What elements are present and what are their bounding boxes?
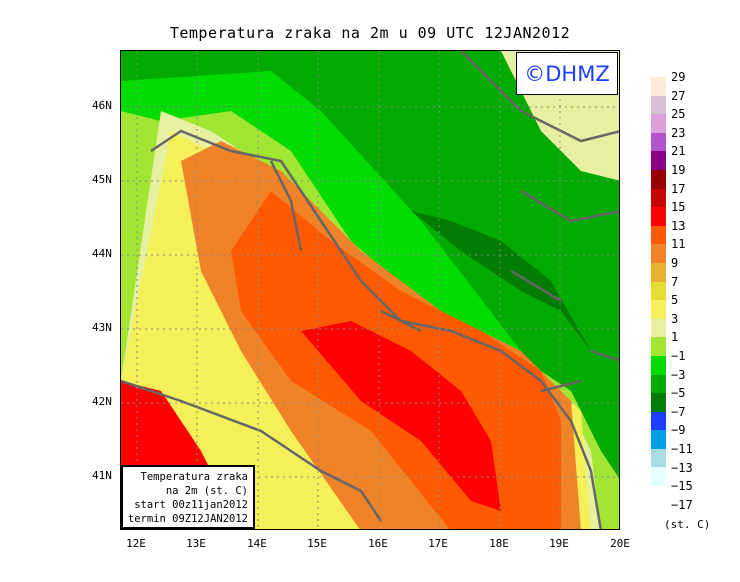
lon-label: 19E: [549, 537, 569, 550]
legend-label: 17: [671, 181, 686, 196]
legend-label: 5: [671, 293, 679, 308]
legend-swatch: [651, 300, 666, 319]
info-line: start 00z11jan2012: [134, 499, 248, 511]
legend-swatch: [651, 448, 666, 468]
legend-label: 11: [671, 237, 686, 252]
legend-swatch: [651, 114, 666, 133]
mountain-cold-area: [411, 211, 591, 351]
lat-label: 41N: [92, 469, 112, 482]
lon-label: 12E: [126, 537, 146, 550]
legend-swatch: [651, 132, 666, 152]
info-line: termin 09Z12JAN2012: [127, 513, 248, 525]
legend-swatch: [651, 262, 666, 282]
temperature-map: [120, 50, 620, 530]
legend-swatch: [651, 318, 666, 338]
map-title: Temperatura zraka na 2m u 09 UTC 12JAN20…: [169, 24, 571, 42]
lon-label: 16E: [368, 537, 388, 550]
legend-label: −15: [671, 479, 693, 494]
graticule: [121, 51, 619, 529]
legend-label: 15: [671, 200, 686, 215]
lat-label: 44N: [92, 247, 112, 260]
borders: [121, 51, 619, 522]
legend-label: −1: [671, 349, 686, 363]
lat-label: 45N: [92, 173, 112, 186]
legend-swatch: [651, 169, 666, 189]
info-line: Temperatura zraka: [140, 471, 248, 483]
legend-label: 7: [671, 274, 679, 289]
legend-swatch: [651, 430, 666, 449]
legend-swatch: [651, 151, 666, 170]
legend-label: 13: [671, 218, 686, 233]
legend-label: −11: [671, 442, 693, 456]
legend-label: −5: [671, 386, 686, 401]
legend-swatch: [651, 95, 666, 115]
legend-label: 29: [671, 70, 686, 84]
map-canvas: [121, 51, 619, 529]
dhmz-logo: ©DHMZ: [516, 52, 618, 95]
legend-label: 27: [671, 88, 686, 103]
legend-label: 3: [671, 311, 679, 326]
legend-swatch: [651, 355, 666, 375]
legend-label: −13: [671, 460, 693, 475]
lon-label: 13E: [186, 537, 206, 550]
info-line: na 2m (st. C): [165, 485, 248, 497]
legend-label: −9: [671, 423, 686, 438]
legend-swatch: [651, 225, 666, 245]
legend-swatch: [651, 374, 666, 394]
interior-cold-area: [121, 51, 619, 529]
legend-label: −3: [671, 367, 686, 382]
legend-label: −17: [671, 497, 693, 512]
lon-label: 15E: [307, 537, 327, 550]
legend-swatch: [651, 207, 666, 226]
legend-label: 25: [671, 107, 686, 122]
color-legend: 29 27 25 23 21 19 17 15 13 11 9 7 5 3 1 −1 −3 −5 −7 −9 −11 −1…: [651, 70, 693, 512]
legend-label: 1: [671, 330, 679, 345]
legend-label: 21: [671, 144, 686, 159]
legend-unit: (st. C): [664, 518, 711, 531]
legend-swatch: [651, 337, 666, 356]
lat-label: 43N: [92, 321, 112, 334]
sea-hottest-area: [301, 321, 501, 511]
legend-label: 19: [671, 163, 686, 177]
lon-label: 14E: [247, 537, 267, 550]
legend-label: 9: [671, 256, 679, 270]
legend-swatch: [651, 77, 666, 96]
legend-label: −7: [671, 404, 686, 419]
legend-swatch: [651, 281, 666, 301]
lat-label: 46N: [92, 99, 112, 112]
legend-label: 23: [671, 125, 686, 140]
coastline: [150, 129, 602, 529]
info-box: Temperatura zraka na 2m (st. C) start 00…: [121, 465, 255, 529]
legend-swatch: [651, 244, 666, 263]
legend-swatch: [651, 188, 666, 208]
legend-swatch: [651, 467, 666, 487]
lon-label: 20E: [610, 537, 630, 550]
legend-swatch: [651, 411, 666, 431]
legend-swatch: [651, 393, 666, 412]
lon-label: 18E: [489, 537, 509, 550]
lon-label: 17E: [428, 537, 448, 550]
lat-label: 42N: [92, 395, 112, 408]
